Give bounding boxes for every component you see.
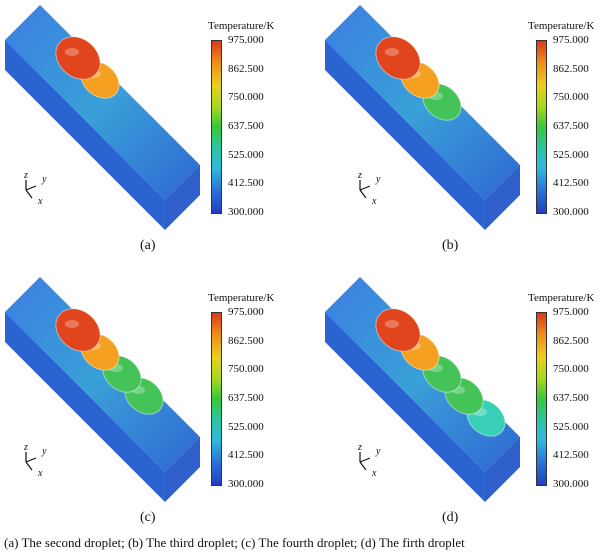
droplet-chain xyxy=(55,308,164,415)
axis-z-label: z xyxy=(358,442,362,453)
legend-tick-label: 525.000 xyxy=(553,148,589,161)
legend-tick-label: 525.000 xyxy=(228,420,264,433)
legend-tick-label: 525.000 xyxy=(228,148,264,161)
droplet-highlight xyxy=(385,320,399,328)
axis-z-label: z xyxy=(24,442,28,453)
axis-y-label: y xyxy=(376,446,381,457)
legend-tick-label: 975.000 xyxy=(228,306,264,318)
legend-tick-label: 862.500 xyxy=(228,62,264,75)
axis-x-label: x xyxy=(38,196,43,207)
legend-tick-label: 975.000 xyxy=(553,306,589,318)
panel-c: Temperature/K 975.000 862.500 750.000 637.5… xyxy=(0,272,300,542)
legend-tick-label: 300.000 xyxy=(553,206,589,218)
droplet xyxy=(55,36,101,80)
temperature-colorbar xyxy=(211,40,222,214)
droplet xyxy=(375,308,421,352)
temperature-colorbar xyxy=(536,312,547,486)
legend-tick-label: 412.500 xyxy=(553,177,589,190)
legend-tick-label: 862.500 xyxy=(553,334,589,347)
legend-tick-label: 637.500 xyxy=(228,120,264,132)
legend-tick-label: 750.000 xyxy=(228,363,264,376)
legend-tick-label: 300.000 xyxy=(228,206,264,218)
panel-a: Temperature/K 975.000 862.500 750.000 637.5… xyxy=(0,0,300,270)
axis-x-label: x xyxy=(38,468,43,479)
axis-y-label: y xyxy=(376,174,381,185)
droplet-highlight xyxy=(385,48,399,56)
axis-x-label: x xyxy=(372,196,377,207)
droplet-highlight xyxy=(65,48,79,56)
droplet xyxy=(55,308,101,352)
legend-title: Temperature/K xyxy=(208,292,275,304)
panel-d: Temperature/K 975.000 862.500 750.000 637.5… xyxy=(320,272,600,542)
droplet-chain xyxy=(55,36,120,99)
legend-tick-label: 750.000 xyxy=(228,91,264,104)
droplet-highlight xyxy=(65,320,79,328)
droplet xyxy=(375,36,421,80)
axis-y-label: y xyxy=(42,446,47,457)
axis-triad: z y x xyxy=(18,170,58,210)
legend-tick-label: 750.000 xyxy=(553,363,589,376)
axis-triad: z y x xyxy=(352,170,392,210)
legend-tick-label: 975.000 xyxy=(228,34,264,46)
axis-triad: z y x xyxy=(18,442,58,482)
panel-label: (c) xyxy=(140,510,156,525)
droplet-chain xyxy=(375,36,462,121)
legend-tick-label: 412.500 xyxy=(553,449,589,462)
substrate-block xyxy=(5,5,200,230)
legend-title: Temperature/K xyxy=(528,292,595,304)
panel-label: (a) xyxy=(140,238,156,253)
legend-title: Temperature/K xyxy=(208,20,275,32)
legend-tick-label: 862.500 xyxy=(228,334,264,347)
axis-z-label: z xyxy=(24,170,28,181)
legend-tick-label: 525.000 xyxy=(553,420,589,433)
temperature-colorbar xyxy=(211,312,222,486)
legend-title: Temperature/K xyxy=(528,20,595,32)
panel-label: (b) xyxy=(442,238,459,253)
axis-x-label: x xyxy=(372,468,377,479)
legend-tick-label: 637.500 xyxy=(553,392,589,404)
legend-tick-label: 300.000 xyxy=(553,478,589,490)
legend-tick-label: 975.000 xyxy=(553,34,589,46)
legend-tick-label: 637.500 xyxy=(553,120,589,132)
temperature-colorbar xyxy=(536,40,547,214)
axis-y-label: y xyxy=(42,174,47,185)
legend-tick-label: 412.500 xyxy=(228,449,264,462)
legend-tick-label: 412.500 xyxy=(228,177,264,190)
panel-label: (d) xyxy=(442,510,459,525)
substrate-block xyxy=(5,277,200,502)
legend-tick-label: 637.500 xyxy=(228,392,264,404)
axis-z-label: z xyxy=(358,170,362,181)
panel-b: Temperature/K 975.000 862.500 750.000 637.5… xyxy=(320,0,600,270)
substrate-block xyxy=(325,5,520,230)
legend-tick-label: 300.000 xyxy=(228,478,264,490)
figure-caption: (a) The second droplet; (b) The third dr… xyxy=(4,535,465,550)
legend-tick-label: 750.000 xyxy=(553,91,589,104)
droplet-chain xyxy=(375,308,506,437)
legend-tick-label: 862.500 xyxy=(553,62,589,75)
axis-triad: z y x xyxy=(352,442,392,482)
